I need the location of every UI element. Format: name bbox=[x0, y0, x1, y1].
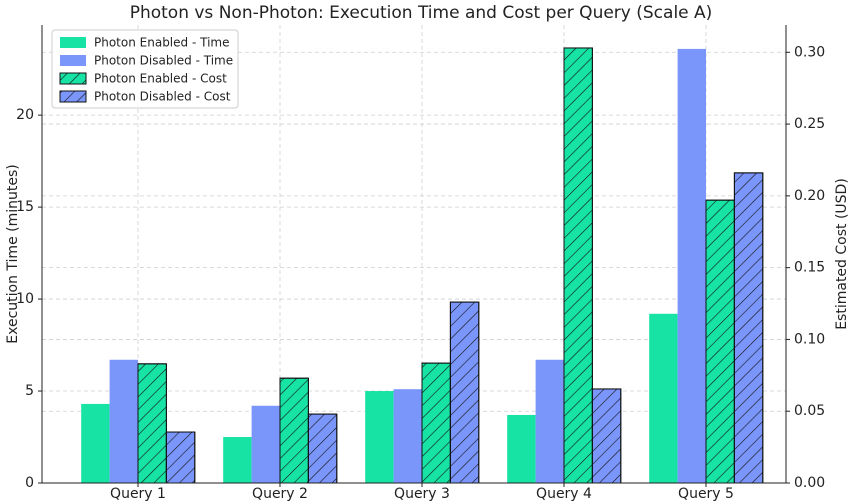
x-tick-label: Query 4 bbox=[536, 486, 592, 502]
y2-tick-label: 0.15 bbox=[794, 260, 825, 276]
bar bbox=[109, 359, 138, 483]
y-tick-label: 5 bbox=[25, 383, 34, 399]
bar-hatch bbox=[733, 172, 764, 484]
legend-label: Photon Enabled - Cost bbox=[94, 72, 227, 86]
bar bbox=[507, 414, 536, 483]
y-tick-label: 15 bbox=[16, 199, 34, 215]
legend-label: Photon Enabled - Time bbox=[94, 36, 229, 50]
bar-hatch bbox=[563, 47, 593, 484]
x-tick-label: Query 2 bbox=[252, 486, 308, 502]
bar bbox=[649, 313, 678, 483]
bar bbox=[251, 405, 280, 483]
legend-swatch-hatch bbox=[59, 90, 87, 103]
y2-tick-label: 0.10 bbox=[794, 331, 825, 347]
y-tick-label: 20 bbox=[16, 107, 34, 123]
bar bbox=[365, 391, 394, 483]
legend-swatch bbox=[60, 37, 86, 48]
y2-tick-label: 0.25 bbox=[794, 116, 825, 132]
bar-hatch bbox=[307, 413, 338, 484]
bar bbox=[677, 48, 706, 483]
y-axis-label: Execution Time (minutes) bbox=[5, 164, 21, 343]
chart-title: Photon vs Non-Photon: Execution Time and… bbox=[130, 3, 713, 23]
y2-tick-label: 0.05 bbox=[794, 403, 825, 419]
legend-label: Photon Disabled - Cost bbox=[94, 90, 231, 104]
bar-hatch bbox=[279, 377, 309, 484]
x-tick-label: Query 3 bbox=[394, 486, 450, 502]
y-tick-label: 10 bbox=[16, 291, 34, 307]
bar bbox=[223, 437, 252, 483]
bar bbox=[535, 359, 564, 483]
legend-swatch bbox=[60, 55, 86, 66]
bar bbox=[81, 403, 110, 483]
bar-hatch bbox=[449, 301, 480, 484]
bar-hatch bbox=[165, 431, 196, 484]
bar-hatch bbox=[137, 363, 167, 484]
x-tick-label: Query 5 bbox=[678, 486, 734, 502]
legend-label: Photon Disabled - Time bbox=[94, 54, 233, 68]
y-tick-label: 0 bbox=[25, 475, 34, 491]
legend-box bbox=[51, 29, 239, 109]
y2-tick-label: 0.00 bbox=[794, 475, 825, 491]
y2-tick-label: 0.30 bbox=[794, 44, 825, 60]
x-tick-label: Query 1 bbox=[110, 486, 166, 502]
legend-swatch-hatch bbox=[59, 72, 87, 85]
bar bbox=[393, 389, 422, 483]
y2-tick-label: 0.20 bbox=[794, 188, 825, 204]
bar-hatch bbox=[705, 199, 735, 484]
y2-axis-label: Estimated Cost (USD) bbox=[834, 178, 850, 330]
bar-hatch bbox=[421, 362, 451, 484]
bar-hatch bbox=[591, 388, 622, 484]
